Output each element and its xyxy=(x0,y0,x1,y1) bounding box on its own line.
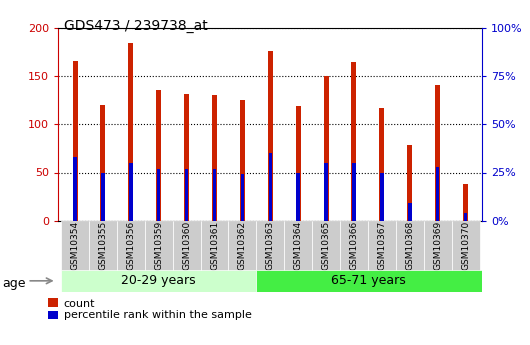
Bar xyxy=(101,172,105,221)
Bar xyxy=(212,95,217,221)
Text: GSM10364: GSM10364 xyxy=(294,221,303,270)
Bar xyxy=(100,105,105,221)
Bar xyxy=(435,85,440,221)
Text: GDS473 / 239738_at: GDS473 / 239738_at xyxy=(64,19,207,33)
Bar xyxy=(257,221,284,271)
Bar xyxy=(464,213,467,221)
Text: GSM10355: GSM10355 xyxy=(99,221,108,270)
Bar xyxy=(436,167,439,221)
Bar xyxy=(368,221,396,271)
Bar xyxy=(73,157,77,221)
Bar xyxy=(117,221,145,271)
Bar xyxy=(257,270,482,292)
Text: percentile rank within the sample: percentile rank within the sample xyxy=(64,310,251,320)
Bar xyxy=(200,221,228,271)
Bar xyxy=(379,108,384,221)
Text: GSM10363: GSM10363 xyxy=(266,221,275,270)
Text: GSM10354: GSM10354 xyxy=(70,221,80,270)
Bar xyxy=(61,270,257,292)
Bar xyxy=(452,221,480,271)
Text: GSM10365: GSM10365 xyxy=(322,221,331,270)
Bar xyxy=(352,163,356,221)
Bar xyxy=(284,221,312,271)
Bar xyxy=(296,172,300,221)
Text: GSM10359: GSM10359 xyxy=(154,221,163,270)
Text: age: age xyxy=(3,277,26,290)
Text: GSM10361: GSM10361 xyxy=(210,221,219,270)
Bar xyxy=(128,43,134,221)
Bar xyxy=(145,221,173,271)
Bar xyxy=(351,62,357,221)
Bar xyxy=(157,169,161,221)
Text: GSM10367: GSM10367 xyxy=(377,221,386,270)
Text: GSM10368: GSM10368 xyxy=(405,221,414,270)
Bar xyxy=(340,221,368,271)
Bar xyxy=(241,175,244,221)
Bar xyxy=(184,94,189,221)
Bar xyxy=(324,163,328,221)
Bar xyxy=(380,172,384,221)
Text: GSM10366: GSM10366 xyxy=(349,221,358,270)
Bar xyxy=(407,146,412,221)
Bar xyxy=(228,221,257,271)
Text: 65-71 years: 65-71 years xyxy=(331,274,405,287)
Bar xyxy=(73,61,77,221)
Text: 20-29 years: 20-29 years xyxy=(121,274,196,287)
Bar xyxy=(268,51,273,221)
Bar xyxy=(89,221,117,271)
Bar xyxy=(173,221,200,271)
Bar xyxy=(296,106,301,221)
Bar xyxy=(312,221,340,271)
Text: GSM10369: GSM10369 xyxy=(433,221,442,270)
Bar xyxy=(396,221,423,271)
Bar xyxy=(185,169,188,221)
Bar xyxy=(423,221,452,271)
Bar xyxy=(61,221,89,271)
Text: GSM10362: GSM10362 xyxy=(238,221,247,270)
Text: GSM10356: GSM10356 xyxy=(126,221,135,270)
Bar xyxy=(156,90,161,221)
Text: GSM10370: GSM10370 xyxy=(461,221,470,270)
Bar xyxy=(240,100,245,221)
Bar xyxy=(408,204,411,221)
Bar xyxy=(213,169,216,221)
Text: GSM10360: GSM10360 xyxy=(182,221,191,270)
Bar xyxy=(129,163,132,221)
Text: count: count xyxy=(64,299,95,308)
Bar xyxy=(324,76,329,221)
Bar xyxy=(463,184,468,221)
Bar xyxy=(269,153,272,221)
